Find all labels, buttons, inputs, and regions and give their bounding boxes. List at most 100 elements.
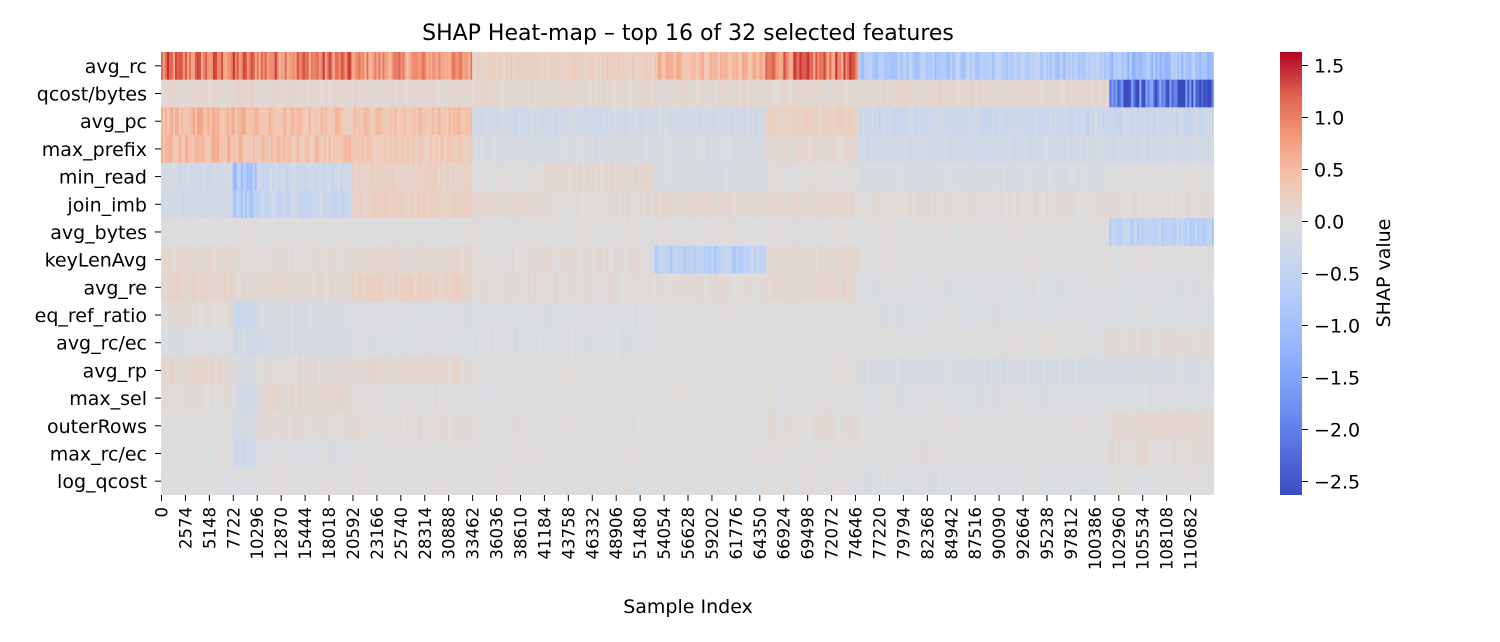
heatmap-cell (1100, 190, 1103, 219)
heatmap-cell (625, 135, 629, 164)
heatmap-cell (886, 190, 889, 219)
heatmap-cell (167, 218, 170, 247)
heatmap-cell (402, 245, 405, 274)
heatmap-cell (609, 273, 613, 302)
heatmap-cell (494, 162, 497, 191)
heatmap-cell (450, 79, 453, 108)
heatmap-cell (1199, 52, 1202, 81)
heatmap-cell (988, 79, 991, 108)
heatmap-cell (161, 52, 164, 81)
heatmap-cell (575, 79, 579, 108)
heatmap-cell (761, 245, 765, 274)
heatmap-cell (378, 162, 381, 191)
heatmap-cell (1143, 79, 1146, 108)
heatmap-cell (663, 162, 667, 191)
heatmap-cell (825, 190, 828, 219)
heatmap-cell (787, 273, 790, 302)
heatmap-cell (547, 107, 551, 136)
heatmap-cell (388, 52, 391, 81)
heatmap-cell (1064, 107, 1067, 136)
heatmap-cell (1092, 107, 1095, 136)
heatmap-cell (613, 135, 617, 164)
heatmap-cell (902, 273, 905, 302)
heatmap-cell (256, 190, 260, 219)
heatmap-cell (801, 245, 804, 274)
heatmap-cell (424, 52, 427, 81)
heatmap-cell (773, 190, 776, 219)
heatmap-cell (1012, 52, 1015, 81)
heatmap-cell (424, 162, 427, 191)
heatmap-cell (1199, 162, 1202, 191)
heatmap-cell (633, 190, 637, 219)
heatmap-cell (862, 190, 865, 219)
heatmap-cell (1040, 135, 1043, 164)
heatmap-cell (372, 162, 375, 191)
heatmap-cell (827, 52, 830, 81)
heatmap-cell (350, 218, 353, 247)
heatmap-cell (1153, 135, 1156, 164)
heatmap-cell (569, 107, 573, 136)
heatmap-cell (219, 301, 222, 330)
heatmap-cell (627, 107, 631, 136)
heatmap-cell (490, 245, 493, 274)
heatmap-cell (1207, 135, 1210, 164)
heatmap-cell (460, 135, 463, 164)
heatmap-cell (1195, 245, 1198, 274)
heatmap-cell (1098, 190, 1101, 219)
heatmap-cell (711, 218, 715, 247)
heatmap-cell (227, 245, 230, 274)
heatmap-cell (1149, 245, 1152, 274)
heatmap-cell (1203, 52, 1206, 81)
heatmap-cell (372, 79, 375, 108)
heatmap-cell (898, 52, 901, 81)
heatmap-cell (372, 273, 375, 302)
heatmap-cell (1155, 79, 1158, 108)
heatmap-cell (173, 52, 176, 81)
heatmap-cell (795, 79, 798, 108)
heatmap-cell (508, 107, 511, 136)
heatmap-cell (199, 79, 202, 108)
heatmap-cell (571, 218, 575, 247)
heatmap-cell (232, 273, 236, 302)
heatmap-cell (1115, 273, 1118, 302)
heatmap-cell (685, 52, 689, 81)
heatmap-cell (1167, 218, 1170, 247)
heatmap-cell (187, 190, 190, 219)
heatmap-cell (801, 79, 804, 108)
heatmap-cell (225, 135, 228, 164)
heatmap-cell (946, 190, 949, 219)
heatmap-cell (683, 162, 687, 191)
heatmap-cell (625, 218, 629, 247)
heatmap-cell (296, 52, 300, 81)
heatmap-cell (934, 162, 937, 191)
heatmap-cell (972, 135, 975, 164)
heatmap-cell (1173, 218, 1176, 247)
heatmap-cell (567, 273, 571, 302)
heatmap-cell (735, 273, 739, 302)
heatmap-cell (1060, 245, 1063, 274)
heatmap-cell (219, 107, 222, 136)
heatmap-cell (1129, 107, 1132, 136)
heatmap-cell (380, 79, 383, 108)
heatmap-cell (1020, 79, 1023, 108)
heatmap-cell (1092, 190, 1095, 219)
heatmap-cell (821, 107, 824, 136)
heatmap-cell (667, 79, 671, 108)
heatmap-cell (1022, 52, 1025, 81)
heatmap-cell (809, 162, 812, 191)
heatmap-cell (1096, 190, 1099, 219)
heatmap-cell (1060, 135, 1063, 164)
heatmap-cell (209, 162, 212, 191)
heatmap-cell (1153, 162, 1156, 191)
heatmap-cell (448, 162, 451, 191)
heatmap-cell (659, 107, 663, 136)
heatmap-cell (761, 52, 765, 81)
heatmap-cell (825, 79, 828, 108)
heatmap-cell (466, 107, 469, 136)
heatmap-cell (743, 79, 747, 108)
heatmap-cell (922, 79, 925, 108)
heatmap-cell (998, 162, 1001, 191)
heatmap-cell (480, 107, 483, 136)
heatmap-cell (611, 135, 615, 164)
heatmap-cell (368, 79, 371, 108)
